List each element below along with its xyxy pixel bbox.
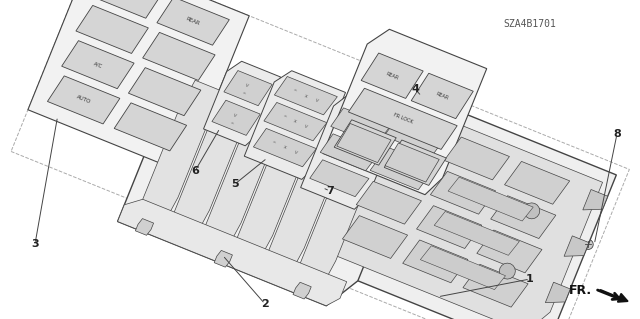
Polygon shape [157,0,229,45]
Polygon shape [463,264,528,307]
Text: FR LOCK: FR LOCK [392,113,413,125]
Polygon shape [564,236,589,256]
Polygon shape [342,216,408,258]
Polygon shape [275,77,337,115]
Text: 8: 8 [613,129,621,139]
Text: ^: ^ [291,88,297,94]
Text: ^: ^ [228,121,234,127]
Polygon shape [135,80,221,228]
Text: v: v [245,82,250,88]
Text: AUTO: AUTO [76,95,92,105]
Polygon shape [310,160,369,197]
Polygon shape [47,76,120,124]
Text: v: v [233,112,237,118]
Polygon shape [118,199,347,306]
Text: ^: ^ [271,140,276,146]
Text: v: v [314,97,319,103]
Text: v: v [304,123,308,129]
Polygon shape [118,73,408,306]
Polygon shape [337,123,391,163]
Polygon shape [356,181,422,224]
Polygon shape [320,134,380,171]
Polygon shape [224,70,272,106]
Text: 3: 3 [31,239,39,249]
Polygon shape [293,144,379,292]
Polygon shape [504,161,570,204]
Polygon shape [214,250,232,267]
Polygon shape [61,41,134,89]
Polygon shape [331,108,390,145]
Polygon shape [384,140,446,185]
Polygon shape [583,240,593,249]
Polygon shape [444,137,509,180]
Text: 5: 5 [231,179,239,189]
Polygon shape [477,230,542,273]
Polygon shape [261,131,347,279]
Polygon shape [412,73,473,119]
Polygon shape [143,33,215,80]
Text: x: x [303,93,308,99]
Polygon shape [334,120,396,165]
Text: SZA4B1701: SZA4B1701 [504,19,556,29]
Polygon shape [361,53,423,99]
Polygon shape [385,143,439,182]
Polygon shape [212,100,260,135]
Polygon shape [301,94,401,209]
Polygon shape [230,118,316,266]
Polygon shape [499,263,515,279]
Text: ^: ^ [241,91,246,97]
Polygon shape [322,102,603,319]
Text: v: v [293,149,298,155]
Polygon shape [114,103,187,151]
Polygon shape [524,203,540,219]
Polygon shape [417,206,482,249]
Polygon shape [167,93,253,241]
Polygon shape [491,196,556,239]
Text: x: x [292,119,297,124]
Polygon shape [293,282,311,299]
Polygon shape [28,0,249,168]
Text: 6: 6 [191,166,199,176]
Text: A/C: A/C [93,61,103,69]
Polygon shape [198,106,284,254]
Text: 1: 1 [526,274,534,284]
Polygon shape [403,240,468,283]
Polygon shape [264,102,327,141]
Text: 7: 7 [326,186,334,196]
Polygon shape [420,246,506,290]
Polygon shape [384,113,449,156]
Polygon shape [323,29,487,195]
Polygon shape [90,0,163,18]
Polygon shape [370,147,435,190]
Polygon shape [253,128,316,167]
Polygon shape [129,68,201,116]
Polygon shape [583,189,608,210]
Polygon shape [348,88,457,149]
Text: 2: 2 [261,299,269,309]
Text: x: x [282,145,287,151]
Text: ^: ^ [281,114,287,120]
Polygon shape [136,219,154,235]
Text: REAR: REAR [435,91,449,101]
Polygon shape [204,61,280,146]
Text: REAR: REAR [186,16,201,26]
Polygon shape [76,5,148,54]
Polygon shape [244,71,346,179]
Text: FR.: FR. [569,285,592,298]
Polygon shape [307,89,616,319]
Polygon shape [430,171,495,214]
Polygon shape [434,211,520,255]
Polygon shape [448,177,533,221]
Text: 4: 4 [411,84,419,94]
Polygon shape [545,282,570,303]
Text: REAR: REAR [385,71,399,80]
